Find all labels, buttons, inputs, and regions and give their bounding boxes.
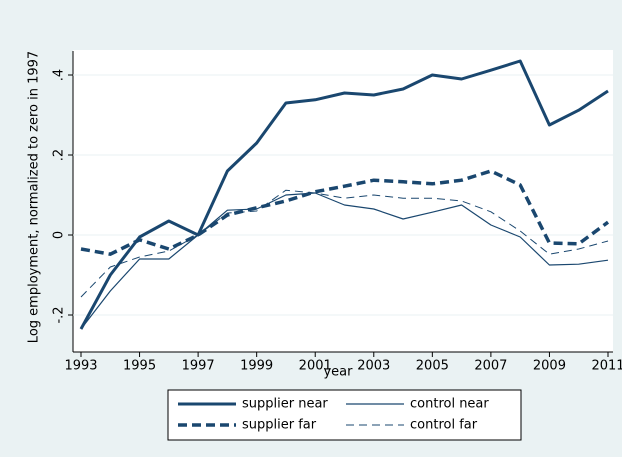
legend-label: control far [410,418,478,433]
series-line [80,169,610,256]
legend-box [167,389,522,441]
legend-label: control near [410,397,489,412]
legend-label: supplier near [242,397,328,412]
y-tick-label: 0 [52,231,67,239]
x-tick-label: 2005 [416,359,449,374]
x-tick-label: 1995 [123,359,156,374]
x-tick-label: 2011 [591,359,622,374]
x-tick-label: 2001 [299,359,332,374]
y-axis-title: Log employment, normalized to zero in 19… [27,51,42,343]
x-tick-label: 1993 [64,359,97,374]
x-tick-label: 2003 [357,359,390,374]
x-tick-label: 1997 [182,359,215,374]
x-tick-label: 2007 [474,359,507,374]
series-line [79,59,609,330]
y-tick-label: .4 [52,69,67,81]
series-line [80,192,609,330]
x-tick-label: 1999 [240,359,273,374]
legend-label: supplier far [242,418,317,433]
y-tick-label: .2 [52,149,67,161]
plot-area [73,50,613,352]
x-tick-label: 2009 [533,359,566,374]
x-axis-title: year [323,365,353,380]
y-tick-label: -.2 [52,306,67,323]
